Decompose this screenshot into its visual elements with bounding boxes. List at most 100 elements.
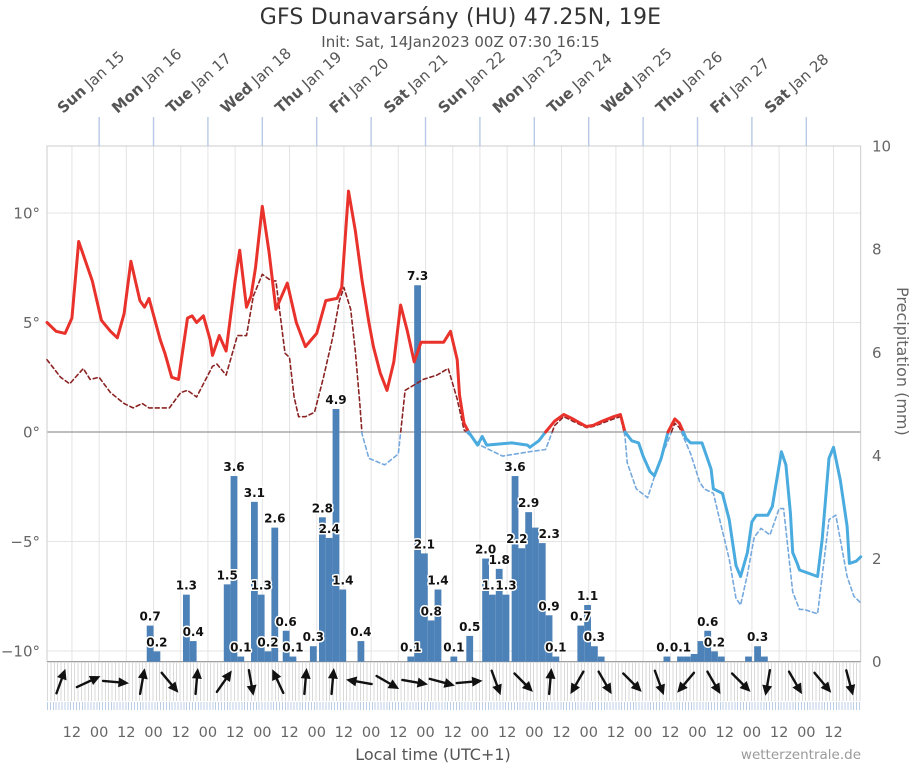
time-tick-label: 00 xyxy=(90,725,108,741)
temp-axis-tick: 0° xyxy=(23,424,40,442)
precip-bar-label: 0.3 xyxy=(584,630,605,644)
precip-bar xyxy=(488,594,496,662)
time-tick-label: 00 xyxy=(144,725,162,741)
temperature-line xyxy=(467,430,548,449)
precip-bar-label: 1.4 xyxy=(427,574,448,588)
precip-bar-label: 1.3 xyxy=(482,579,503,593)
wind-arrow xyxy=(570,670,585,695)
precip-bar xyxy=(597,656,605,662)
time-tick-label: 12 xyxy=(715,725,733,741)
precip-bar-label: 3.6 xyxy=(504,460,525,474)
precip-bar xyxy=(711,651,718,662)
precip-axis-tick: 6 xyxy=(872,344,882,362)
dewpoint-line xyxy=(623,431,673,499)
precip-bar xyxy=(230,476,238,662)
time-tick-label: 00 xyxy=(579,725,597,741)
precip-bar-label: 0.6 xyxy=(697,615,718,629)
precip-bar-label: 1.3 xyxy=(251,579,272,593)
wind-arrow xyxy=(375,674,400,689)
time-tick-label: 00 xyxy=(416,725,434,741)
time-tick-label: 00 xyxy=(307,725,325,741)
dewpoint-line xyxy=(361,431,402,466)
precip-bar xyxy=(538,543,546,662)
precip-bar xyxy=(502,594,510,662)
day-label: Sat Jan 28 xyxy=(761,50,832,117)
precip-bar-label: 0.4 xyxy=(183,625,204,639)
time-tick-label: 00 xyxy=(199,725,217,741)
precip-bar xyxy=(282,630,290,662)
precip-bar xyxy=(264,651,272,662)
time-tick-label: 00 xyxy=(253,725,271,741)
temperature-line xyxy=(45,189,471,434)
precip-bar-label: 1.5 xyxy=(217,568,238,582)
temp-axis-tick: −5° xyxy=(10,533,40,551)
temp-axis-tick: 5° xyxy=(23,314,40,332)
wind-arrow xyxy=(327,668,338,696)
precip-bar xyxy=(511,476,519,662)
precip-bar xyxy=(271,527,279,662)
temperature-line xyxy=(681,430,863,578)
wind-arrow xyxy=(622,672,642,692)
precip-bar xyxy=(683,656,691,662)
dewpoint-line xyxy=(46,273,363,433)
precip-bar-label: 0.1 xyxy=(400,641,421,655)
precip-bar xyxy=(182,594,190,662)
precip-bar-label: 0.1 xyxy=(230,641,251,655)
precip-bar xyxy=(450,656,458,662)
precip-bar-label: 0.3 xyxy=(303,630,324,644)
precip-bar xyxy=(434,589,442,662)
time-tick-label: 12 xyxy=(226,725,244,741)
precip-bar-label: 0.1 xyxy=(656,641,677,655)
precip-bar xyxy=(357,641,365,662)
wind-arrow xyxy=(513,672,533,692)
precip-bar xyxy=(532,527,539,662)
temperature-line xyxy=(666,417,685,434)
time-tick-label: 12 xyxy=(389,725,407,741)
precip-bar xyxy=(339,589,347,662)
wind-arrow xyxy=(677,671,696,693)
time-tick-label: 12 xyxy=(171,725,189,741)
time-tick-label: 00 xyxy=(688,725,706,741)
precip-bar xyxy=(495,568,503,662)
wind-arrow xyxy=(75,675,101,689)
precip-bar xyxy=(518,548,526,662)
time-tick-label: 12 xyxy=(770,725,788,741)
temp-axis-tick: −10° xyxy=(1,643,40,661)
precip-bar xyxy=(704,630,712,662)
time-tick-label: 12 xyxy=(443,725,461,741)
wind-arrow xyxy=(597,670,612,695)
time-tick-label: 12 xyxy=(552,725,570,741)
precip-axis-tick: 2 xyxy=(872,550,882,568)
wind-arrow xyxy=(160,671,179,693)
precip-bar-label: 0.8 xyxy=(421,604,442,618)
precip-bar xyxy=(663,656,671,662)
precip-bar-label: 4.9 xyxy=(325,393,346,407)
wind-arrow xyxy=(55,668,67,695)
time-tick-label: 12 xyxy=(498,725,516,741)
precip-bar-label: 0.1 xyxy=(670,641,691,655)
dewpoint-line xyxy=(551,415,625,433)
precip-bar-label: 1.3 xyxy=(495,579,516,593)
time-tick-label: 12 xyxy=(824,725,842,741)
wind-arrow xyxy=(401,677,428,688)
wind-arrow xyxy=(787,670,802,695)
wind-arrow xyxy=(101,677,129,688)
dewpoint-line xyxy=(399,367,468,433)
precip-bar xyxy=(289,656,297,662)
time-tick-label: 00 xyxy=(797,725,815,741)
precip-bar xyxy=(717,656,725,662)
time-tick-label: 00 xyxy=(362,725,380,741)
wind-arrow xyxy=(653,669,665,696)
precip-bar-label: 0.2 xyxy=(257,635,278,649)
precip-bar-label: 7.3 xyxy=(407,269,428,283)
precip-bar-label: 2.3 xyxy=(539,527,560,541)
time-tick-label: 12 xyxy=(607,725,625,741)
precip-bar xyxy=(427,620,435,662)
precip-bar-label: 0.1 xyxy=(545,641,566,655)
precip-bar-label: 0.9 xyxy=(538,599,559,613)
hour-tick-comb xyxy=(47,663,861,701)
precip-bar-label: 2.8 xyxy=(312,501,333,515)
wind-arrow xyxy=(845,669,856,696)
precip-bar-label: 2.4 xyxy=(319,522,340,536)
